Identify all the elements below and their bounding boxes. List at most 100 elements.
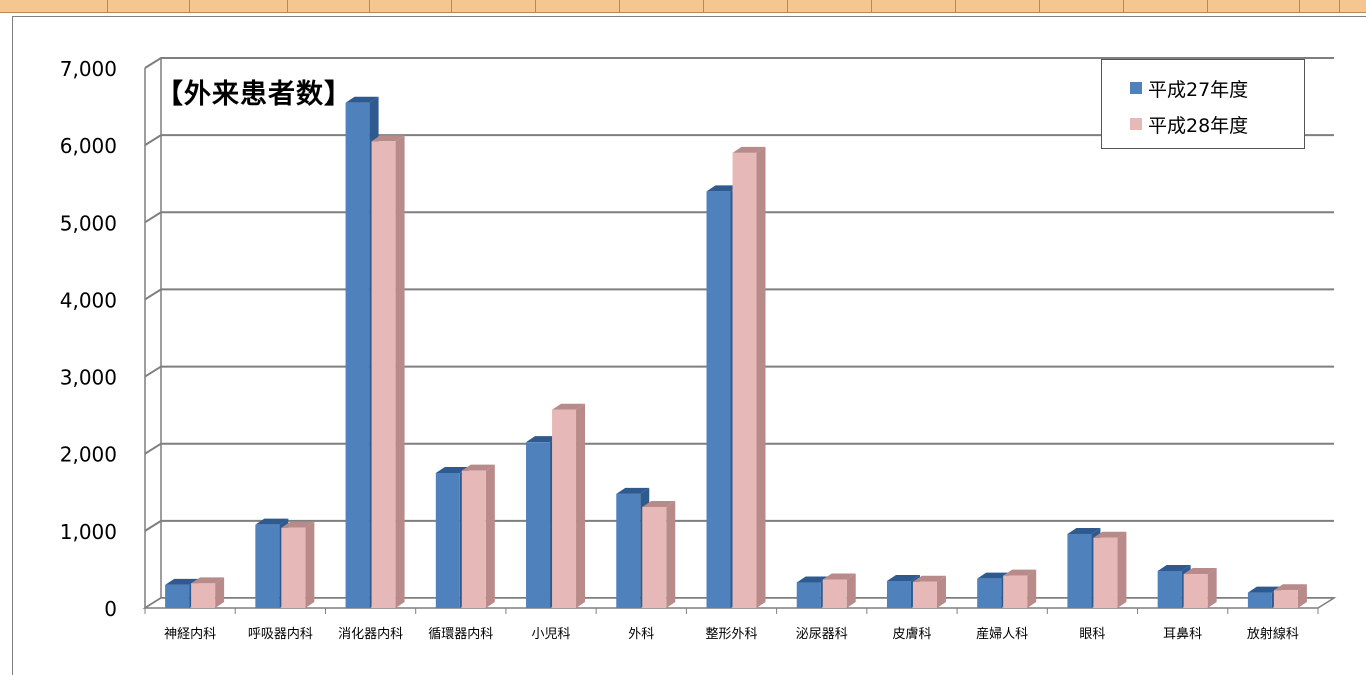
bar-series-1-top bbox=[616, 487, 650, 494]
x-tick-label: 呼吸器内科 bbox=[248, 626, 313, 642]
bar-series-1-top bbox=[526, 436, 560, 443]
header-cell bbox=[452, 0, 536, 12]
y-tick-label: 7,000 bbox=[60, 57, 117, 81]
bar-series-2-side bbox=[1027, 569, 1037, 608]
bar-series-1-top bbox=[165, 578, 199, 585]
bar-series-2 bbox=[1273, 590, 1298, 608]
bar-series-1 bbox=[255, 524, 280, 608]
y-tick-label: 2,000 bbox=[60, 443, 117, 467]
y-tick-label: 6,000 bbox=[60, 134, 117, 158]
bar-series-1-top bbox=[977, 572, 1011, 579]
bar-series-2 bbox=[281, 527, 306, 608]
x-tick-label: 整形外科 bbox=[705, 627, 757, 642]
bar-series-2-top bbox=[1273, 584, 1307, 591]
header-cell bbox=[370, 0, 452, 12]
header-cell bbox=[620, 0, 704, 12]
bar-series-2-side bbox=[395, 135, 405, 609]
bar-series-2 bbox=[1003, 575, 1028, 608]
bar-series-2 bbox=[642, 506, 667, 608]
bar-series-2-side bbox=[936, 575, 946, 608]
header-cell bbox=[288, 0, 370, 12]
x-tick-label: 小児科 bbox=[532, 627, 571, 642]
bar-series-2-side bbox=[666, 500, 676, 608]
header-cell bbox=[704, 0, 788, 12]
x-tick-label: 耳鼻科 bbox=[1163, 626, 1202, 642]
legend-swatch-series-2 bbox=[1130, 118, 1142, 130]
bar-series-2-top bbox=[191, 577, 225, 584]
spreadsheet-header-strip bbox=[0, 0, 1366, 13]
y-tick-label: 5,000 bbox=[60, 211, 117, 235]
bar-series-1-top bbox=[1067, 527, 1101, 534]
bar-series-2-side bbox=[1117, 531, 1127, 608]
bar-series-2-top bbox=[822, 573, 856, 580]
bar-series-1-top bbox=[886, 575, 920, 581]
bar-series-1 bbox=[1157, 570, 1182, 608]
bar-series-2 bbox=[371, 141, 396, 609]
bar-series-2 bbox=[1093, 537, 1118, 608]
bar-series-2-top bbox=[371, 135, 405, 142]
bar-series-2-top bbox=[642, 500, 676, 507]
bar-series-2-side bbox=[1207, 568, 1217, 608]
bar-series-2-side bbox=[1297, 584, 1307, 608]
bar-series-2 bbox=[822, 579, 847, 608]
y-tick-label: 1,000 bbox=[60, 520, 117, 544]
bar-series-2 bbox=[552, 409, 577, 608]
bar-series-2-side bbox=[215, 577, 225, 608]
header-cell bbox=[536, 0, 620, 12]
bar-series-1 bbox=[435, 473, 460, 608]
header-cell bbox=[0, 0, 108, 12]
bar-series-1 bbox=[616, 493, 641, 608]
x-tick-label: 泌尿器科 bbox=[796, 627, 848, 642]
bar-series-2 bbox=[191, 583, 216, 608]
bar-series-1 bbox=[1067, 533, 1092, 608]
y-tick-label: 4,000 bbox=[60, 288, 117, 312]
bar-series-1 bbox=[345, 102, 370, 608]
bar-series-2-top bbox=[1003, 569, 1037, 576]
bar-series-2-top bbox=[461, 464, 495, 471]
bar-series-2-side bbox=[576, 403, 586, 608]
legend-label-series-1: 平成27年度 bbox=[1148, 78, 1249, 101]
bar-series-1-top bbox=[1157, 564, 1191, 571]
bar-series-1-top bbox=[796, 576, 830, 583]
header-cell bbox=[872, 0, 956, 12]
bar-series-1-top bbox=[706, 185, 740, 192]
bar-series-1-top bbox=[435, 467, 469, 473]
bar-series-2 bbox=[1183, 574, 1208, 608]
header-cell bbox=[1040, 0, 1124, 12]
chart-legend: 平成27年度 平成28年度 bbox=[1101, 59, 1305, 149]
bar-series-2-top bbox=[552, 403, 586, 410]
header-cell bbox=[190, 0, 288, 12]
bar-series-1-top bbox=[345, 96, 379, 103]
chart-frame bbox=[12, 16, 1366, 675]
x-tick-label: 放射線科 bbox=[1247, 626, 1299, 642]
bar-series-2-top bbox=[732, 146, 766, 153]
chart-title: 【外来患者数】 bbox=[156, 79, 352, 110]
bar-series-2-top bbox=[912, 575, 946, 582]
bar-series-1 bbox=[886, 581, 911, 608]
bar-series-2-top bbox=[1093, 531, 1127, 538]
bar-series-1 bbox=[977, 578, 1002, 608]
bar-series-1 bbox=[706, 191, 731, 608]
x-tick-label: 神経内科 bbox=[164, 626, 216, 642]
bar-series-2-top bbox=[281, 521, 315, 528]
x-tick-label: 皮膚科 bbox=[892, 626, 931, 642]
bar-series-1 bbox=[1247, 592, 1272, 608]
bar-series-1 bbox=[165, 584, 190, 608]
legend-swatch-series-1 bbox=[1130, 82, 1142, 94]
y-tick-label: 3,000 bbox=[60, 366, 117, 390]
bar-series-2 bbox=[461, 470, 486, 608]
x-tick-label: 眼科 bbox=[1079, 627, 1105, 642]
bar-series-2-side bbox=[485, 464, 495, 608]
x-tick-label: 産婦人科 bbox=[976, 626, 1028, 642]
header-cell bbox=[1300, 0, 1340, 12]
legend-item-series-1: 平成27年度 bbox=[1130, 70, 1304, 106]
header-cell bbox=[788, 0, 872, 12]
bar-series-2-top bbox=[1183, 568, 1217, 575]
y-tick-label: 0 bbox=[104, 597, 117, 621]
bar-series-1 bbox=[526, 442, 551, 608]
bar-series-1-top bbox=[255, 518, 289, 525]
legend-label-series-2: 平成28年度 bbox=[1148, 114, 1249, 137]
x-tick-label: 外科 bbox=[628, 627, 654, 642]
bar-series-2-side bbox=[305, 521, 315, 608]
